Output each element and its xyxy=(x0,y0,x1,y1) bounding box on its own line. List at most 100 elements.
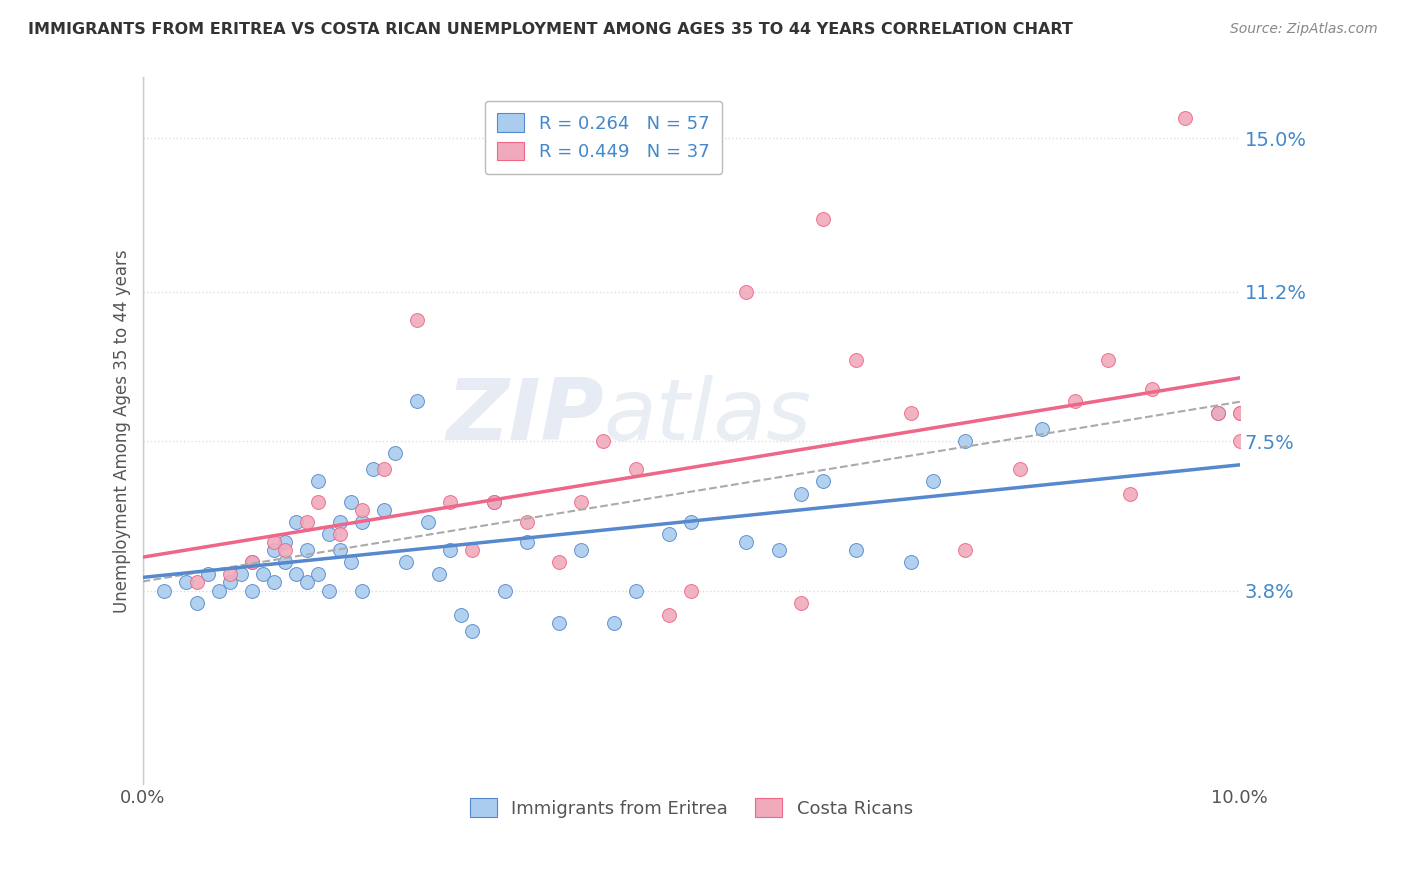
Point xyxy=(285,515,308,529)
Point xyxy=(681,583,703,598)
Point xyxy=(318,583,340,598)
Point xyxy=(516,515,538,529)
Point xyxy=(295,575,318,590)
Point xyxy=(361,462,384,476)
Point xyxy=(482,494,505,508)
Point xyxy=(571,543,593,558)
Point xyxy=(1229,434,1251,448)
Point xyxy=(274,535,297,549)
Point xyxy=(592,434,614,448)
Point xyxy=(318,527,340,541)
Point xyxy=(307,567,329,582)
Point xyxy=(219,567,242,582)
Legend: Immigrants from Eritrea, Costa Ricans: Immigrants from Eritrea, Costa Ricans xyxy=(463,791,920,825)
Point xyxy=(1010,462,1032,476)
Point xyxy=(176,575,198,590)
Point xyxy=(1229,406,1251,420)
Point xyxy=(658,527,681,541)
Point xyxy=(1031,422,1053,436)
Point xyxy=(197,567,219,582)
Point xyxy=(186,596,208,610)
Point xyxy=(285,567,308,582)
Point xyxy=(516,535,538,549)
Point xyxy=(811,211,834,226)
Point xyxy=(395,555,418,569)
Point xyxy=(790,486,813,500)
Point xyxy=(295,543,318,558)
Point xyxy=(626,462,648,476)
Point xyxy=(548,615,571,630)
Point xyxy=(900,406,922,420)
Point xyxy=(384,446,406,460)
Point xyxy=(307,475,329,489)
Point xyxy=(416,515,439,529)
Point xyxy=(263,543,285,558)
Point xyxy=(240,583,263,598)
Text: ZIP: ZIP xyxy=(446,376,603,458)
Point xyxy=(845,353,868,368)
Point xyxy=(350,515,373,529)
Point xyxy=(460,624,482,638)
Point xyxy=(603,615,626,630)
Point xyxy=(494,583,516,598)
Point xyxy=(735,535,758,549)
Point xyxy=(295,515,318,529)
Point xyxy=(439,494,461,508)
Point xyxy=(1174,111,1197,125)
Point xyxy=(571,494,593,508)
Point xyxy=(626,583,648,598)
Point xyxy=(252,567,274,582)
Point xyxy=(681,515,703,529)
Text: atlas: atlas xyxy=(603,376,811,458)
Point xyxy=(307,494,329,508)
Point xyxy=(373,462,395,476)
Point xyxy=(1064,393,1087,408)
Point xyxy=(460,543,482,558)
Point xyxy=(329,515,352,529)
Point xyxy=(405,313,427,327)
Point xyxy=(845,543,868,558)
Point xyxy=(1119,486,1142,500)
Point xyxy=(900,555,922,569)
Point xyxy=(790,596,813,610)
Point xyxy=(350,502,373,516)
Point xyxy=(208,583,231,598)
Point xyxy=(231,567,253,582)
Point xyxy=(219,575,242,590)
Point xyxy=(350,583,373,598)
Text: IMMIGRANTS FROM ERITREA VS COSTA RICAN UNEMPLOYMENT AMONG AGES 35 TO 44 YEARS CO: IMMIGRANTS FROM ERITREA VS COSTA RICAN U… xyxy=(28,22,1073,37)
Point xyxy=(340,494,363,508)
Y-axis label: Unemployment Among Ages 35 to 44 years: Unemployment Among Ages 35 to 44 years xyxy=(114,249,131,613)
Point xyxy=(955,543,977,558)
Point xyxy=(240,555,263,569)
Point xyxy=(329,527,352,541)
Point xyxy=(658,607,681,622)
Point xyxy=(811,475,834,489)
Point xyxy=(153,583,176,598)
Point xyxy=(274,543,297,558)
Point xyxy=(548,555,571,569)
Point xyxy=(921,475,943,489)
Point xyxy=(373,502,395,516)
Point xyxy=(1097,353,1119,368)
Point xyxy=(427,567,450,582)
Point xyxy=(482,494,505,508)
Point xyxy=(768,543,790,558)
Point xyxy=(1140,382,1163,396)
Point xyxy=(955,434,977,448)
Point xyxy=(263,575,285,590)
Point xyxy=(186,575,208,590)
Point xyxy=(439,543,461,558)
Point xyxy=(274,555,297,569)
Point xyxy=(340,555,363,569)
Point xyxy=(329,543,352,558)
Point xyxy=(240,555,263,569)
Point xyxy=(405,393,427,408)
Point xyxy=(1206,406,1229,420)
Point xyxy=(263,535,285,549)
Point xyxy=(450,607,472,622)
Text: Source: ZipAtlas.com: Source: ZipAtlas.com xyxy=(1230,22,1378,37)
Point xyxy=(1229,406,1251,420)
Point xyxy=(1206,406,1229,420)
Point xyxy=(735,285,758,299)
